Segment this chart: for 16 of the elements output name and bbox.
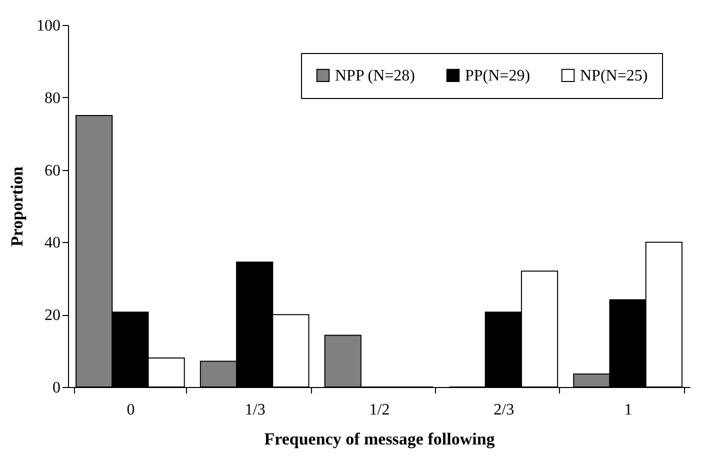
y-tick-label: 80 [44, 90, 60, 107]
y-tick-label: 20 [44, 307, 60, 324]
x-tick-label: 0 [126, 402, 135, 418]
x-tick-label: 1/2 [369, 402, 390, 418]
y-tick-label: 60 [44, 162, 60, 180]
legend-label: NPP (N=28) [335, 67, 415, 84]
legend-label: NP(N=25) [580, 67, 648, 84]
y-tick-label: 0 [52, 380, 60, 396]
x-axis-title: Frequency of message following [264, 430, 496, 448]
legend-label: PP(N=29) [465, 67, 530, 84]
y-axis-title: Proportion [8, 166, 26, 246]
y-tick-label: 40 [44, 234, 60, 252]
x-tick-label: 2/3 [494, 402, 514, 418]
y-tick-label: 100 [36, 18, 60, 34]
x-tick-label: 1/3 [244, 402, 266, 418]
x-tick-label: 1 [624, 402, 632, 418]
